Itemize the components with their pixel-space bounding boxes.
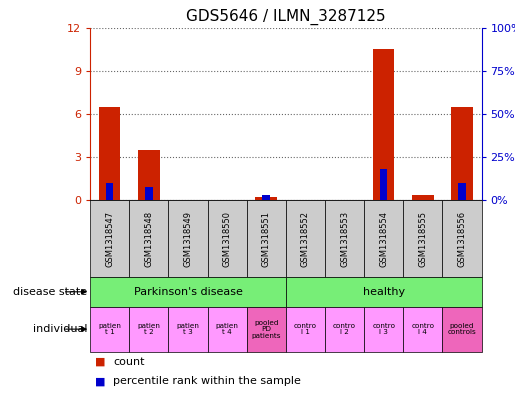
Bar bbox=[380, 169, 387, 200]
Text: GSM1318552: GSM1318552 bbox=[301, 211, 310, 267]
Text: GSM1318556: GSM1318556 bbox=[457, 211, 467, 267]
Text: GSM1318555: GSM1318555 bbox=[418, 211, 427, 267]
Text: GSM1318550: GSM1318550 bbox=[222, 211, 232, 267]
Text: disease state: disease state bbox=[13, 287, 88, 297]
Bar bbox=[286, 277, 482, 307]
Text: contro
l 2: contro l 2 bbox=[333, 323, 356, 335]
Bar bbox=[90, 200, 129, 277]
Bar bbox=[129, 200, 168, 277]
Bar bbox=[255, 197, 277, 200]
Bar bbox=[129, 307, 168, 352]
Bar bbox=[247, 200, 286, 277]
Text: GSM1318547: GSM1318547 bbox=[105, 211, 114, 267]
Bar bbox=[373, 49, 394, 200]
Bar bbox=[208, 307, 247, 352]
Bar bbox=[458, 183, 466, 200]
Bar bbox=[403, 307, 442, 352]
Text: patien
t 2: patien t 2 bbox=[138, 323, 160, 335]
Text: individual: individual bbox=[33, 324, 88, 334]
Text: healthy: healthy bbox=[363, 287, 405, 297]
Bar bbox=[286, 200, 325, 277]
Bar bbox=[90, 307, 129, 352]
Bar bbox=[286, 307, 325, 352]
Bar bbox=[168, 307, 208, 352]
Bar bbox=[403, 200, 442, 277]
Bar bbox=[99, 107, 121, 200]
Text: GSM1318548: GSM1318548 bbox=[144, 211, 153, 267]
Bar bbox=[168, 200, 208, 277]
Bar bbox=[263, 195, 270, 200]
Bar bbox=[247, 307, 286, 352]
Text: GSM1318549: GSM1318549 bbox=[183, 211, 193, 267]
Text: GSM1318553: GSM1318553 bbox=[340, 211, 349, 267]
Text: patien
t 3: patien t 3 bbox=[177, 323, 199, 335]
Bar bbox=[325, 200, 364, 277]
Bar bbox=[138, 150, 160, 200]
Bar bbox=[442, 307, 482, 352]
Bar bbox=[90, 277, 286, 307]
Bar bbox=[451, 107, 473, 200]
Text: patien
t 4: patien t 4 bbox=[216, 323, 238, 335]
Text: ■: ■ bbox=[95, 376, 106, 386]
Bar bbox=[325, 307, 364, 352]
Text: GSM1318551: GSM1318551 bbox=[262, 211, 271, 267]
Text: pooled
PD
patients: pooled PD patients bbox=[251, 320, 281, 339]
Bar bbox=[364, 200, 403, 277]
Text: Parkinson's disease: Parkinson's disease bbox=[133, 287, 243, 297]
Text: pooled
controls: pooled controls bbox=[448, 323, 476, 335]
Bar bbox=[145, 187, 152, 200]
Text: count: count bbox=[113, 356, 145, 367]
Text: percentile rank within the sample: percentile rank within the sample bbox=[113, 376, 301, 386]
Text: patien
t 1: patien t 1 bbox=[98, 323, 121, 335]
Bar bbox=[364, 307, 403, 352]
Text: contro
l 4: contro l 4 bbox=[411, 323, 434, 335]
Text: contro
l 3: contro l 3 bbox=[372, 323, 395, 335]
Bar bbox=[412, 195, 434, 200]
Bar bbox=[208, 200, 247, 277]
Bar bbox=[442, 200, 482, 277]
Text: ■: ■ bbox=[95, 356, 106, 367]
Bar bbox=[106, 183, 113, 200]
Text: GSM1318554: GSM1318554 bbox=[379, 211, 388, 267]
Text: contro
l 1: contro l 1 bbox=[294, 323, 317, 335]
Title: GDS5646 / ILMN_3287125: GDS5646 / ILMN_3287125 bbox=[186, 9, 386, 25]
